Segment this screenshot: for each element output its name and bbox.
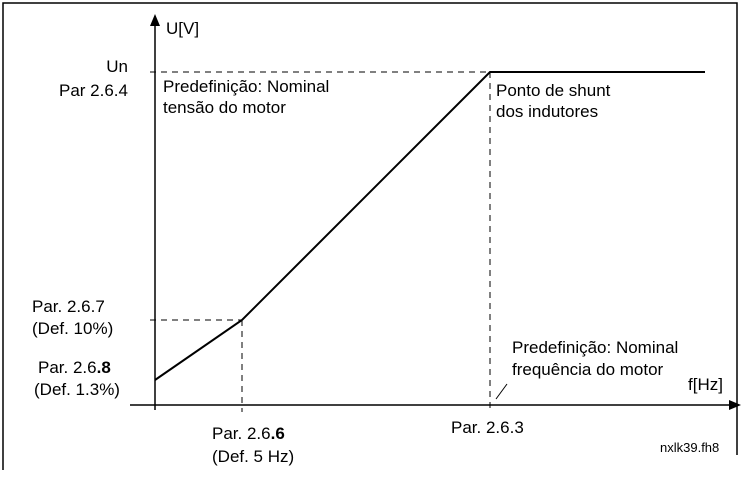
label: Par. 2.6.8 xyxy=(38,358,111,377)
file-name: nxlk39.fh8 xyxy=(660,440,719,455)
label: Par. 2.6.7 xyxy=(32,297,105,316)
y-arrow xyxy=(150,14,160,26)
label: (Def. 5 Hz) xyxy=(212,447,294,466)
label-text: Par. 2.6 xyxy=(212,424,271,443)
label-bold: .6 xyxy=(271,424,285,443)
label: Par. 2.6.3 xyxy=(451,418,524,437)
label: frequência do motor xyxy=(512,360,664,379)
label: (Def. 10%) xyxy=(32,319,113,338)
label-text: Par. 2.6 xyxy=(38,358,97,377)
x-arrow xyxy=(729,400,741,410)
label: Predefinição: Nominal xyxy=(163,77,329,96)
label: Predefinição: Nominal xyxy=(512,338,678,357)
label: (Def. 1.3%) xyxy=(34,380,120,399)
y-axis-label: U[V] xyxy=(166,19,199,38)
label-bold: .8 xyxy=(97,358,111,377)
label: Par 2.6.4 xyxy=(59,81,128,100)
pointer xyxy=(495,383,508,400)
label: Par. 2.6.6 xyxy=(212,424,285,443)
x-axis-label: f[Hz] xyxy=(688,375,723,394)
uf-curve xyxy=(154,71,705,381)
label: tensão do motor xyxy=(163,98,286,117)
frame xyxy=(2,2,738,470)
label: dos indutores xyxy=(496,102,598,121)
label: Ponto de shunt xyxy=(496,81,611,100)
label: Un xyxy=(106,57,128,76)
